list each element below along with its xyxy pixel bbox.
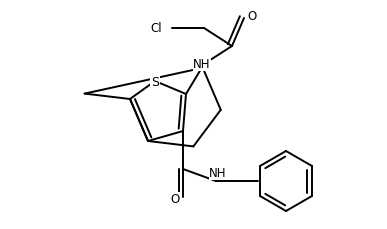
- Text: O: O: [170, 193, 180, 206]
- Text: S: S: [151, 75, 159, 88]
- Text: O: O: [247, 11, 257, 23]
- Text: NH: NH: [209, 167, 227, 180]
- Text: Cl: Cl: [151, 22, 162, 35]
- Text: NH: NH: [193, 58, 211, 71]
